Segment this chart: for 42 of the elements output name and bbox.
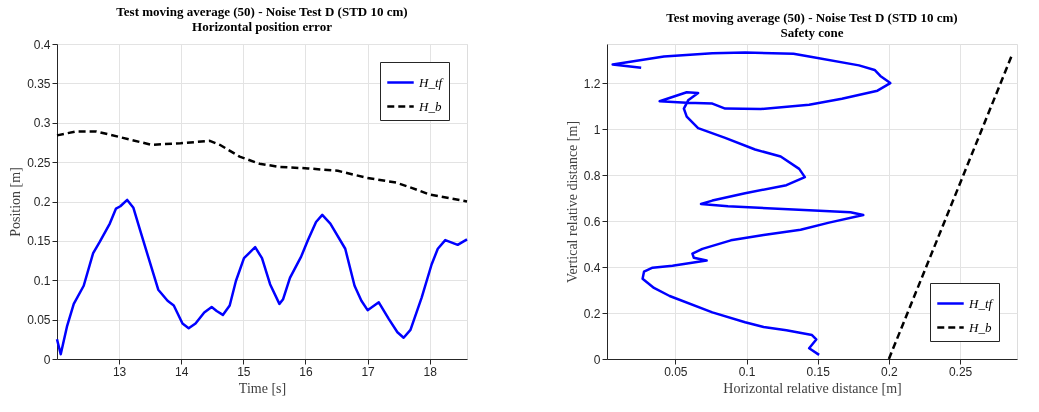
x-tick-label: 0.25 bbox=[948, 364, 973, 379]
chart-subtitle: Safety cone bbox=[780, 25, 844, 40]
x-tick-label: 0.1 bbox=[738, 364, 756, 379]
x-tick-label: 13 bbox=[112, 364, 127, 379]
y-tick-label: 0.2 bbox=[33, 195, 51, 209]
x-axis-title: Time [s] bbox=[238, 380, 287, 396]
y-axis-title: Vertical relative distance [m] bbox=[564, 120, 580, 284]
y-tick-label: 1 bbox=[593, 122, 601, 137]
x-tick-label: 14 bbox=[175, 364, 189, 379]
y-tick-label: 0.1 bbox=[33, 273, 51, 288]
legend-label: H_tf bbox=[418, 74, 445, 90]
x-tick-label: 0.05 bbox=[664, 364, 688, 379]
y-tick-label: 0.6 bbox=[583, 214, 601, 229]
line-series bbox=[55, 198, 469, 356]
x-tick-label: 16 bbox=[299, 364, 313, 379]
y-tick-label: 0.8 bbox=[583, 168, 601, 183]
x-tick-label: 18 bbox=[423, 364, 438, 379]
y-tick-label: 0.35 bbox=[27, 76, 51, 91]
y-tick-label: 0 bbox=[43, 352, 51, 367]
x-tick-label: 0.15 bbox=[806, 364, 831, 379]
y-tick-label: 0.25 bbox=[27, 155, 51, 170]
y-tick-label: 0.3 bbox=[33, 116, 51, 131]
legend-label: H_tf bbox=[968, 295, 995, 311]
x-tick-label: 17 bbox=[361, 364, 376, 379]
chart-subtitle: Horizontal position error bbox=[192, 19, 333, 34]
x-axis-title: Horizontal relative distance [m] bbox=[723, 380, 902, 396]
x-tick-label: 0.2 bbox=[881, 364, 899, 379]
y-axis-title: Position [m] bbox=[8, 167, 24, 237]
chart-title: Test moving average (50) - Noise Test D (STD 10 cm) bbox=[666, 10, 958, 25]
line-series bbox=[611, 51, 892, 357]
legend-label: H_b bbox=[968, 319, 992, 335]
y-tick-label: 0.4 bbox=[33, 37, 51, 52]
y-tick-label: 0.2 bbox=[583, 306, 601, 321]
line-series bbox=[55, 130, 469, 203]
legend-label: H_b bbox=[418, 98, 442, 114]
y-tick-label: 0.4 bbox=[583, 260, 601, 275]
y-tick-label: 1.2 bbox=[583, 76, 601, 91]
chart-title: Test moving average (50) - Noise Test D (STD 10 cm) bbox=[116, 4, 408, 19]
y-tick-label: 0 bbox=[593, 352, 601, 367]
x-tick-label: 15 bbox=[237, 364, 251, 379]
y-tick-label: 0.15 bbox=[27, 234, 51, 249]
y-tick-label: 0.05 bbox=[27, 313, 51, 328]
